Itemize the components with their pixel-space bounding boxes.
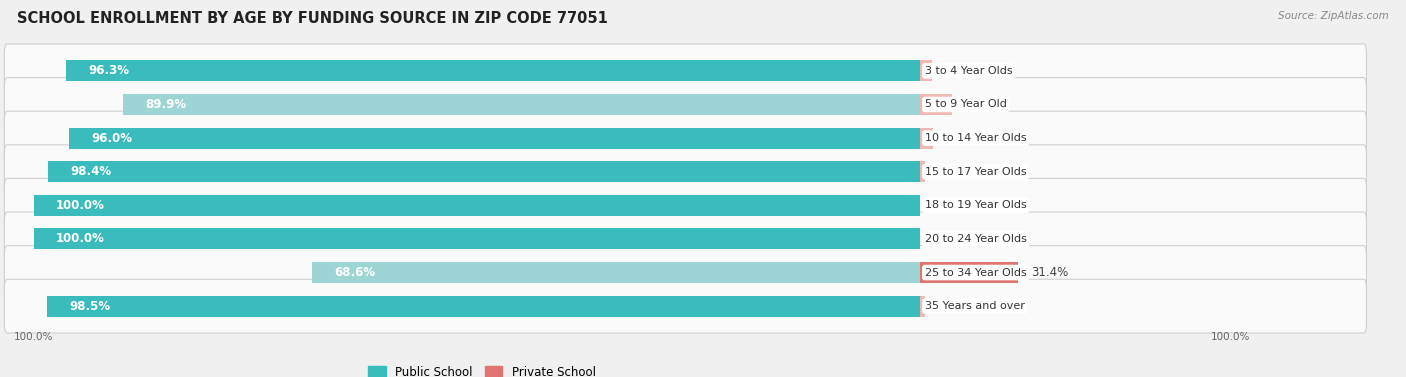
Text: 10.1%: 10.1% bbox=[965, 98, 1002, 111]
FancyBboxPatch shape bbox=[4, 111, 1367, 165]
Text: 0.0%: 0.0% bbox=[934, 199, 963, 212]
Text: 5 to 9 Year Old: 5 to 9 Year Old bbox=[925, 100, 1007, 109]
FancyBboxPatch shape bbox=[4, 78, 1367, 131]
Bar bbox=[921, 128, 932, 149]
Bar bbox=[66, 60, 921, 81]
Text: 35 Years and over: 35 Years and over bbox=[925, 301, 1025, 311]
Text: 15 to 17 Year Olds: 15 to 17 Year Olds bbox=[925, 167, 1026, 177]
FancyBboxPatch shape bbox=[4, 145, 1367, 199]
Text: 68.6%: 68.6% bbox=[335, 266, 375, 279]
Bar bbox=[921, 296, 925, 317]
Text: 31.4%: 31.4% bbox=[1031, 266, 1069, 279]
Bar bbox=[69, 128, 921, 149]
Bar bbox=[921, 262, 1018, 283]
Text: 96.3%: 96.3% bbox=[89, 64, 129, 77]
Text: 100.0%: 100.0% bbox=[56, 199, 104, 212]
Text: 4.0%: 4.0% bbox=[946, 132, 976, 145]
Text: 3.8%: 3.8% bbox=[945, 64, 976, 77]
Text: 20 to 24 Year Olds: 20 to 24 Year Olds bbox=[925, 234, 1026, 244]
Text: 18 to 19 Year Olds: 18 to 19 Year Olds bbox=[925, 200, 1026, 210]
Text: 89.9%: 89.9% bbox=[145, 98, 187, 111]
Text: Source: ZipAtlas.com: Source: ZipAtlas.com bbox=[1278, 11, 1389, 21]
Text: 1.6%: 1.6% bbox=[939, 300, 969, 313]
Text: 0.0%: 0.0% bbox=[934, 232, 963, 245]
FancyBboxPatch shape bbox=[4, 279, 1367, 333]
Bar bbox=[46, 296, 921, 317]
Bar bbox=[312, 262, 921, 283]
FancyBboxPatch shape bbox=[4, 246, 1367, 299]
FancyBboxPatch shape bbox=[4, 44, 1367, 98]
Text: 1.6%: 1.6% bbox=[939, 165, 969, 178]
Bar bbox=[921, 60, 932, 81]
Text: 98.4%: 98.4% bbox=[70, 165, 111, 178]
FancyBboxPatch shape bbox=[4, 212, 1367, 266]
FancyBboxPatch shape bbox=[4, 178, 1367, 232]
Bar bbox=[34, 195, 921, 216]
Text: 25 to 34 Year Olds: 25 to 34 Year Olds bbox=[925, 268, 1026, 277]
Bar bbox=[48, 161, 921, 182]
Bar bbox=[921, 94, 952, 115]
Bar bbox=[124, 94, 921, 115]
Text: 3 to 4 Year Olds: 3 to 4 Year Olds bbox=[925, 66, 1012, 76]
Bar bbox=[34, 228, 921, 249]
Text: 96.0%: 96.0% bbox=[91, 132, 132, 145]
Legend: Public School, Private School: Public School, Private School bbox=[363, 361, 600, 377]
Text: 10 to 14 Year Olds: 10 to 14 Year Olds bbox=[925, 133, 1026, 143]
Text: 98.5%: 98.5% bbox=[69, 300, 110, 313]
Text: 100.0%: 100.0% bbox=[56, 232, 104, 245]
Text: SCHOOL ENROLLMENT BY AGE BY FUNDING SOURCE IN ZIP CODE 77051: SCHOOL ENROLLMENT BY AGE BY FUNDING SOUR… bbox=[17, 11, 607, 26]
Bar bbox=[921, 161, 925, 182]
